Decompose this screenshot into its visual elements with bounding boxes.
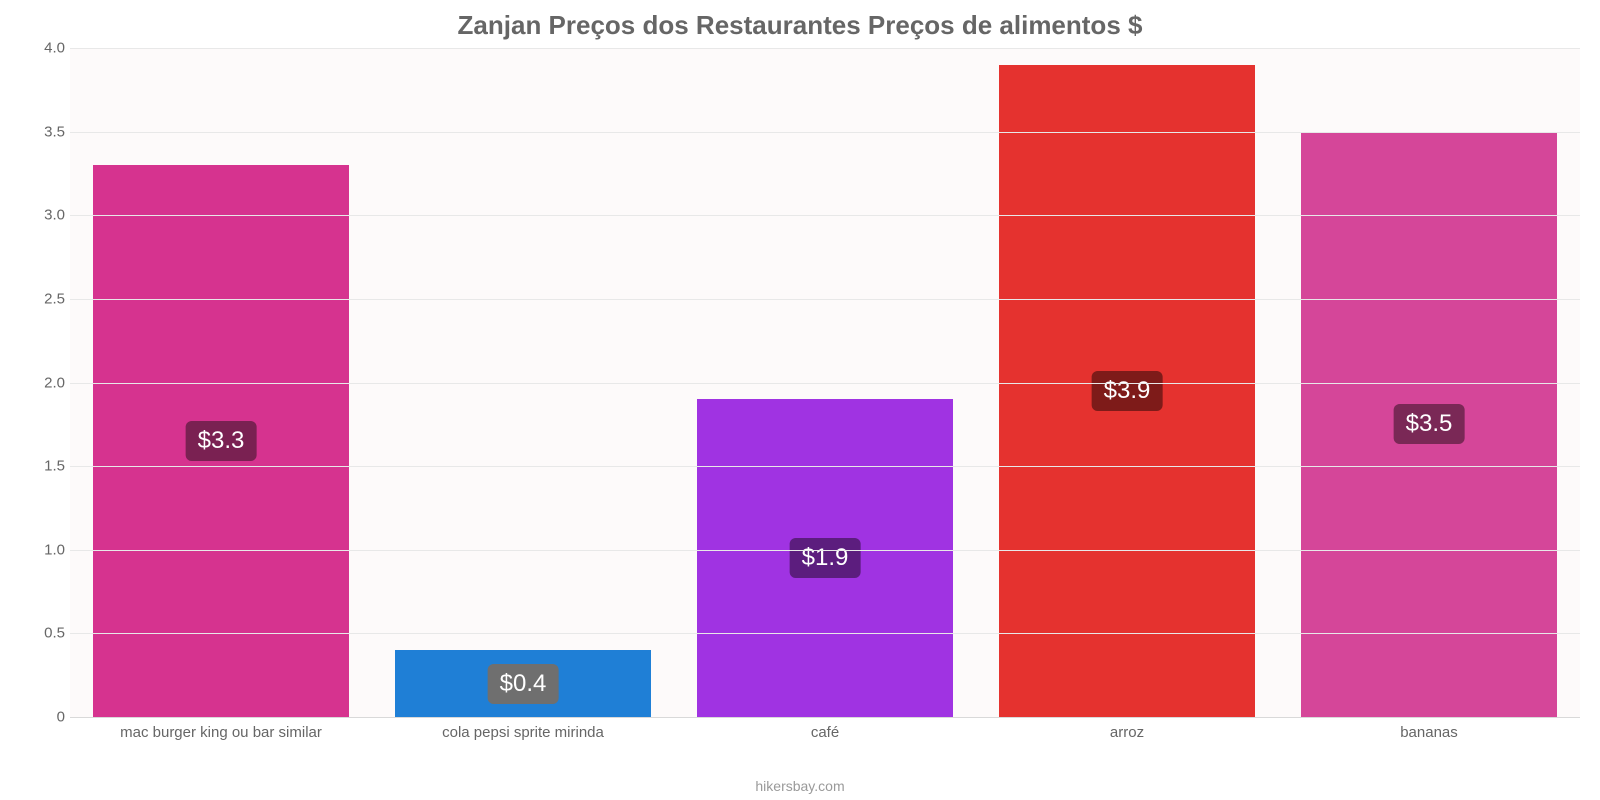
x-tick-label: cola pepsi sprite mirinda <box>442 724 604 741</box>
x-tick-label: mac burger king ou bar similar <box>120 724 322 741</box>
bar-value-label: $3.5 <box>1394 404 1465 444</box>
x-axis-labels: mac burger king ou bar similar cola pepsi… <box>70 720 1580 742</box>
gridline <box>70 383 1580 384</box>
y-tick-label: 4.0 <box>20 40 65 57</box>
x-tick-label: bananas <box>1400 724 1458 741</box>
chart-title: Zanjan Preços dos Restaurantes Preços de… <box>0 0 1600 41</box>
y-tick-label: 2.5 <box>20 290 65 307</box>
bar-value-label: $1.9 <box>790 538 861 578</box>
y-tick-label: 3.5 <box>20 123 65 140</box>
y-tick-label: 2.0 <box>20 374 65 391</box>
bar-chart: Zanjan Preços dos Restaurantes Preços de… <box>0 0 1600 800</box>
gridline <box>70 132 1580 133</box>
y-tick-label: 0 <box>20 709 65 726</box>
plot-area: $3.3$0.4$1.9$3.9$3.5 00.51.01.52.02.53.0… <box>70 48 1580 718</box>
bar-value-label: $3.3 <box>186 421 257 461</box>
gridline <box>70 299 1580 300</box>
x-tick-label: arroz <box>1110 724 1144 741</box>
gridline <box>70 466 1580 467</box>
bar-value-label: $0.4 <box>488 664 559 704</box>
y-tick-label: 1.5 <box>20 458 65 475</box>
attribution-text: hikersbay.com <box>0 778 1600 794</box>
plot-outer: $3.3$0.4$1.9$3.9$3.5 00.51.01.52.02.53.0… <box>70 48 1580 740</box>
gridline <box>70 550 1580 551</box>
x-tick-label: café <box>811 724 839 741</box>
gridline <box>70 48 1580 49</box>
gridline <box>70 633 1580 634</box>
y-tick-label: 0.5 <box>20 625 65 642</box>
y-tick-label: 1.0 <box>20 541 65 558</box>
y-tick-label: 3.0 <box>20 207 65 224</box>
bar-value-label: $3.9 <box>1092 371 1163 411</box>
gridline <box>70 215 1580 216</box>
